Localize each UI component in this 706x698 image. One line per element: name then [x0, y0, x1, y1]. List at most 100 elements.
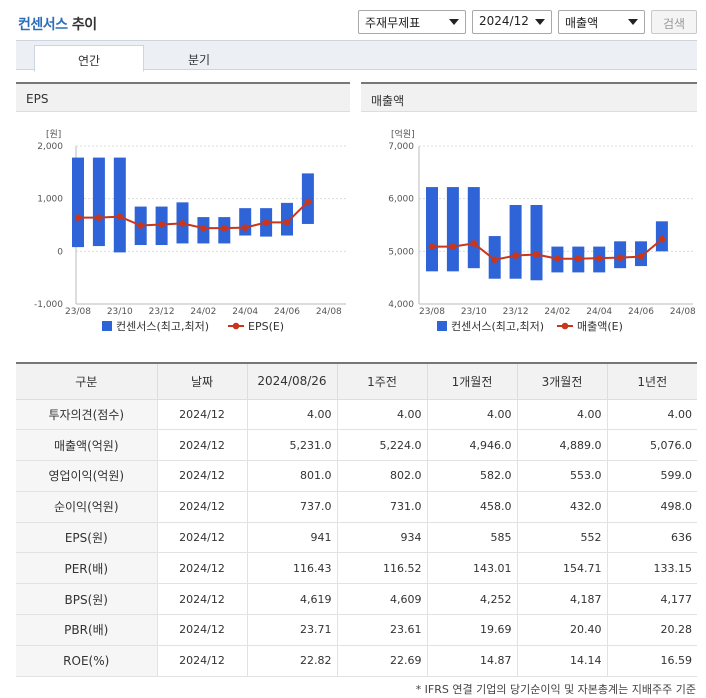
eps-chart-panel: EPS [원] 2,000 1,000 0 -1,000 23/08 23/10 23/12 2… — [16, 82, 350, 340]
y-tick-label: 6,000 — [388, 195, 414, 205]
legend-bar-swatch — [437, 321, 447, 331]
row-value: 941 — [246, 521, 338, 554]
estimate-point — [512, 252, 519, 259]
table-row: 영업이익(억원) 2024/12 801.0 802.0 582.0 553.0 599.0 — [16, 460, 697, 492]
table-header-row: 구분 날짜 2024/08/26 1주전 1개월전 3개월전 1년전 — [16, 362, 697, 400]
page-title: 컨센서스 추이 — [18, 17, 97, 33]
row-value: 4,946.0 — [426, 429, 518, 462]
y-tick-label: 4,000 — [388, 300, 414, 310]
x-tick-label: 23/10 — [107, 307, 133, 317]
estimate-point — [533, 251, 540, 258]
estimate-point — [491, 256, 498, 264]
row-label: BPS(원) — [16, 583, 158, 616]
row-label: 순이익(억원) — [16, 490, 158, 523]
sales-chart: [억원] 7,000 6,000 5,000 4,000 23/08 23/10 23/12 2… — [388, 128, 696, 333]
period-select[interactable]: 2024/12 — [472, 10, 552, 34]
search-button[interactable]: 검색 — [651, 10, 697, 34]
row-label: 영업이익(억원) — [16, 460, 158, 492]
row-value: 582.0 — [426, 460, 518, 492]
row-value: 731.0 — [336, 490, 428, 523]
chevron-down-icon — [449, 19, 459, 25]
estimate-point — [179, 220, 186, 227]
row-label: 매출액(억원) — [16, 429, 158, 462]
row-value: 552 — [516, 521, 608, 554]
row-value: 19.69 — [426, 614, 518, 646]
estimate-point — [658, 235, 666, 243]
header-1month: 1개월전 — [426, 362, 518, 400]
y-tick-label: 0 — [57, 247, 63, 257]
estimate-point — [200, 224, 207, 232]
row-value: 498.0 — [606, 490, 697, 523]
row-label: PBR(배) — [16, 614, 158, 646]
estimate-point — [304, 198, 312, 206]
legend-line-marker — [232, 322, 240, 330]
consensus-range-bar — [530, 204, 543, 281]
row-value: 432.0 — [516, 490, 608, 523]
legend-line-label: 매출액(E) — [577, 320, 623, 333]
x-tick-label: 23/08 — [65, 307, 91, 317]
tab-quarterly[interactable]: 분기 — [187, 53, 211, 67]
row-value: 23.61 — [336, 614, 428, 646]
row-value: 116.52 — [336, 552, 428, 585]
y-tick-label: 2,000 — [37, 142, 63, 152]
chevron-down-icon — [628, 19, 638, 25]
estimate-point — [637, 253, 645, 260]
y-tick-label: 5,000 — [388, 247, 414, 257]
header-date: 날짜 — [156, 362, 248, 400]
row-value: 4,889.0 — [516, 429, 608, 462]
estimate-point — [74, 214, 82, 221]
consensus-range-bar — [92, 157, 105, 247]
row-label: ROE(%) — [16, 644, 158, 677]
row-value: 636 — [606, 521, 697, 554]
row-date: 2024/12 — [156, 552, 248, 585]
x-tick-label: 24/08 — [316, 307, 342, 317]
table-row: BPS(원) 2024/12 4,619 4,609 4,252 4,187 4,177 — [16, 583, 697, 616]
statement-type-select[interactable]: 주재무제표 — [358, 10, 466, 34]
consensus-range-bar — [239, 208, 252, 236]
legend-line-marker — [561, 322, 569, 330]
period-tabs: 연간 분기 — [16, 40, 697, 72]
x-tick-label: 23/08 — [419, 307, 445, 317]
estimate-point — [283, 219, 291, 226]
header-category: 구분 — [16, 362, 158, 400]
sales-chart-panel: 매출액 [억원] 7,000 6,000 5,000 4,000 23/08 23/10 23… — [361, 82, 697, 340]
y-tick-label: 7,000 — [388, 142, 414, 152]
x-tick-label: 24/06 — [274, 307, 300, 317]
x-tick-label: 24/02 — [544, 307, 570, 317]
tab-annual[interactable]: 연간 — [34, 45, 144, 72]
footnote: * IFRS 연결 기업의 당기순이익 및 자본총계는 지배주주 기준 — [415, 683, 696, 696]
row-value: 5,076.0 — [606, 429, 697, 462]
row-value: 133.15 — [606, 552, 697, 585]
row-date: 2024/12 — [156, 490, 248, 523]
metric-select[interactable]: 매출액 — [558, 10, 645, 34]
x-tick-label: 24/02 — [190, 307, 216, 317]
estimate-point — [616, 254, 624, 261]
row-value: 143.01 — [426, 552, 518, 585]
consensus-range-bar — [113, 157, 126, 253]
eps-chart-title: EPS — [16, 82, 350, 112]
row-value: 4.00 — [246, 398, 338, 431]
table-row: EPS(원) 2024/12 941 934 585 552 636 — [16, 521, 697, 554]
consensus-range-bar — [72, 157, 84, 248]
row-value: 20.40 — [516, 614, 608, 646]
estimate-point — [221, 224, 228, 232]
row-value: 801.0 — [246, 460, 338, 492]
row-value: 4.00 — [516, 398, 608, 431]
consensus-range-bar — [426, 187, 438, 272]
chevron-down-icon — [535, 19, 545, 25]
header-1week: 1주전 — [336, 362, 428, 400]
row-value: 585 — [426, 521, 518, 554]
estimate-point — [449, 243, 457, 250]
row-value: 737.0 — [246, 490, 338, 523]
row-date: 2024/12 — [156, 460, 248, 492]
table-row: PBR(배) 2024/12 23.71 23.61 19.69 20.40 20.28 — [16, 614, 697, 646]
estimate-point — [116, 213, 124, 220]
row-value: 5,224.0 — [336, 429, 428, 462]
row-value: 4,609 — [336, 583, 428, 616]
estimate-point — [554, 255, 561, 263]
row-date: 2024/12 — [156, 644, 248, 677]
row-value: 4,619 — [246, 583, 338, 616]
x-tick-label: 24/06 — [628, 307, 654, 317]
row-label: EPS(원) — [16, 521, 158, 554]
